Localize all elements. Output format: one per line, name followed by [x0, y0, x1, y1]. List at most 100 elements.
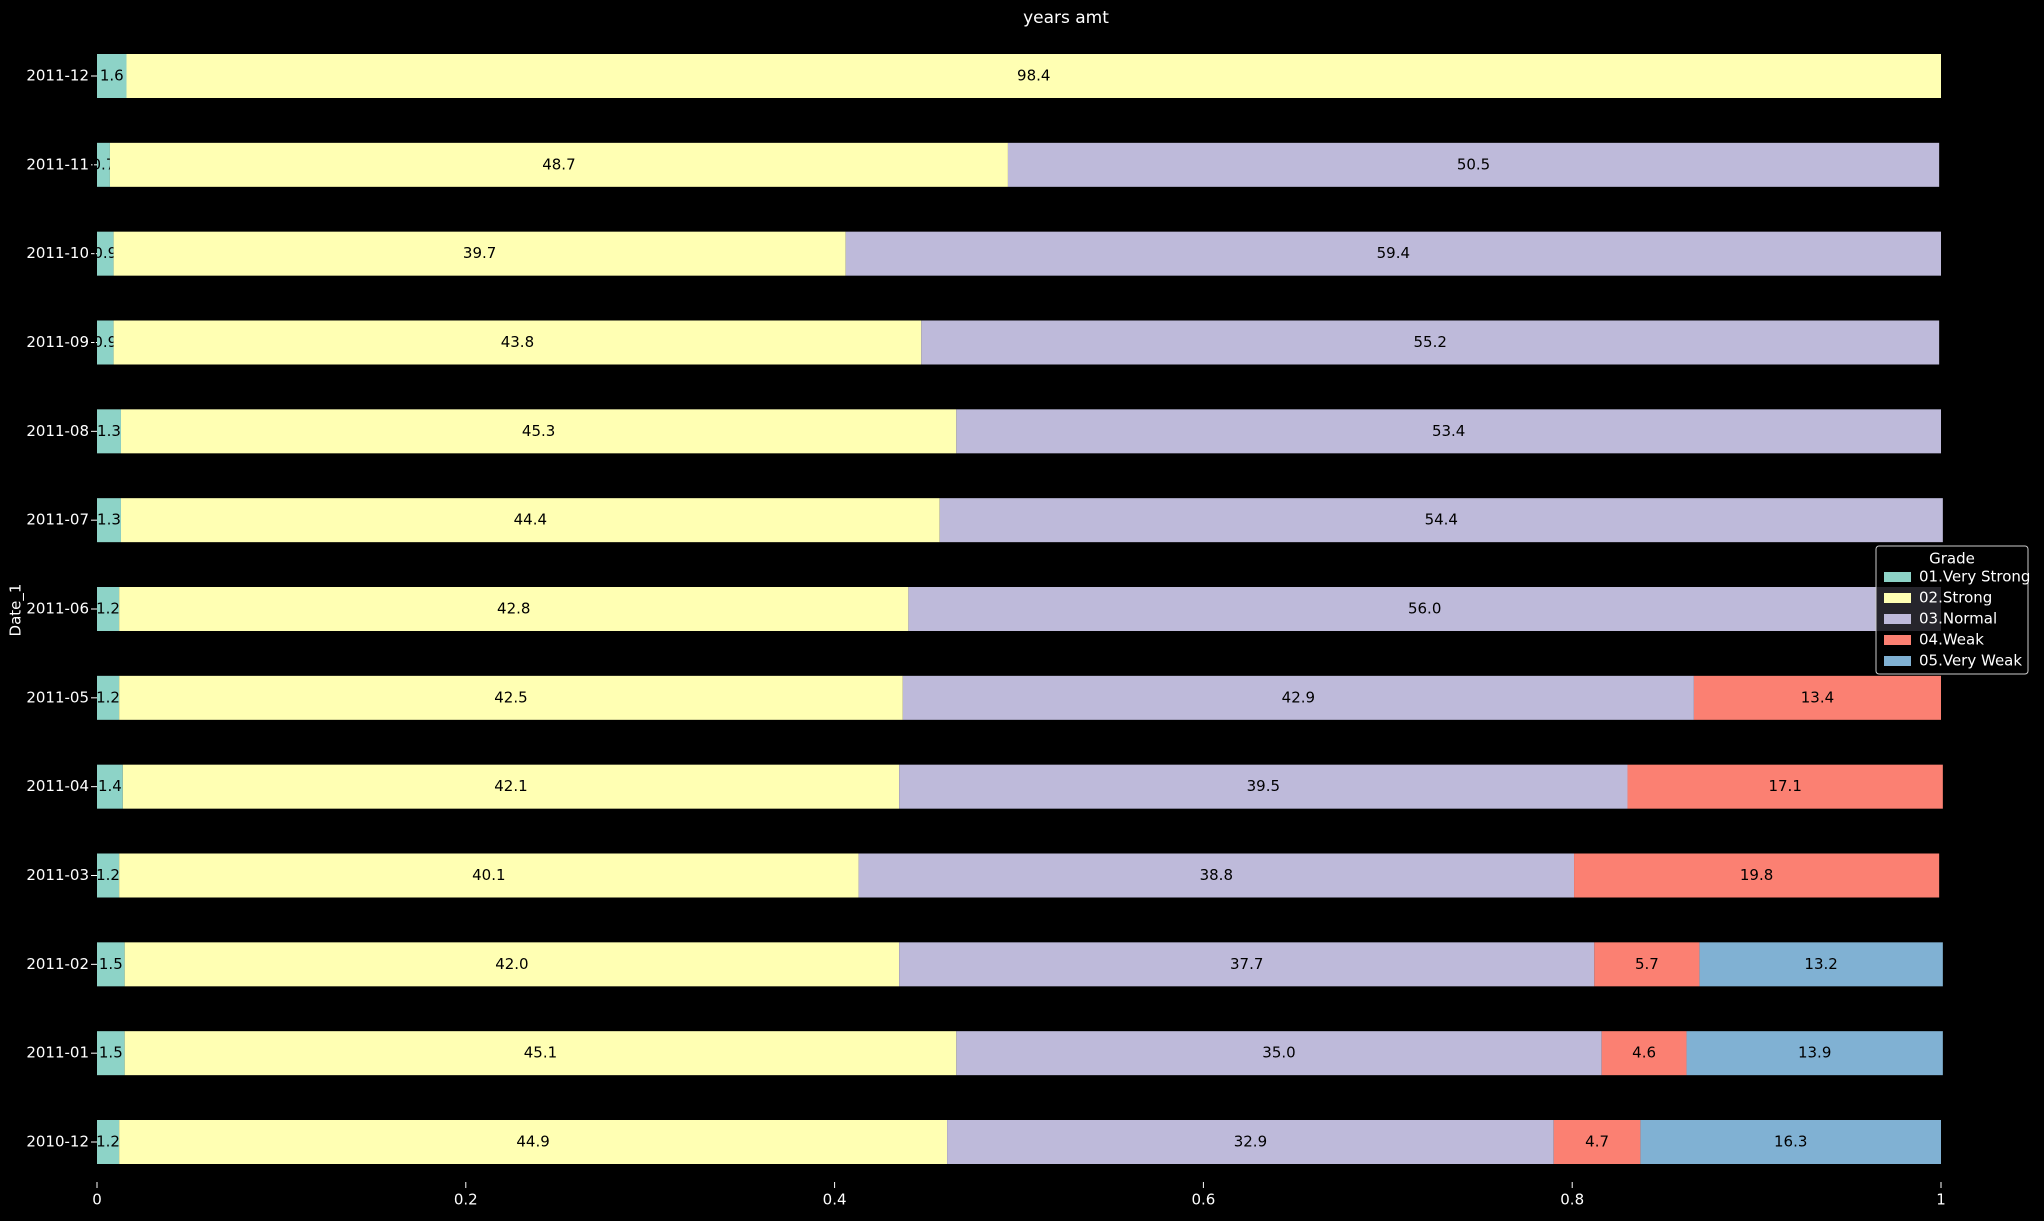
- value-label: 40.1: [472, 866, 505, 884]
- value-label: 19.8: [1740, 866, 1773, 884]
- legend-title: Grade: [1929, 550, 1975, 568]
- value-label: 37.7: [1230, 955, 1263, 973]
- value-label: 98.4: [1017, 67, 1050, 85]
- x-tick-label: 0: [92, 1191, 102, 1209]
- value-label: 1.2: [96, 1133, 120, 1151]
- value-label: 17.1: [1768, 777, 1801, 795]
- bar-segment: [124, 1031, 957, 1076]
- value-label: 50.5: [1457, 155, 1490, 173]
- legend-box: [1875, 545, 2029, 675]
- value-label: 1.2: [96, 866, 120, 884]
- legend-swatch: [1884, 572, 1911, 582]
- bar-segment: [1640, 1120, 1941, 1164]
- bar-segment: [1686, 1031, 1943, 1076]
- value-label: 0.9: [93, 333, 117, 351]
- value-label: 39.7: [463, 244, 496, 262]
- bar-segment: [97, 675, 120, 720]
- bar-segment: [956, 409, 1941, 454]
- x-tick-label: 0.4: [823, 1191, 847, 1209]
- bar-segment: [97, 1031, 125, 1076]
- value-label: 43.8: [501, 333, 534, 351]
- chart-title: years amt: [1023, 8, 1109, 28]
- y-axis-label: Date_1: [7, 584, 26, 637]
- value-label: 1.2: [96, 600, 120, 618]
- value-label: 13.9: [1798, 1044, 1831, 1062]
- bar-segment: [1699, 942, 1943, 987]
- x-tick-label: 0.6: [1191, 1191, 1215, 1209]
- value-label: 4.7: [1585, 1133, 1609, 1151]
- bar-segment: [956, 1031, 1602, 1076]
- value-label: 1.6: [100, 67, 124, 85]
- bar-segment: [1553, 1120, 1641, 1164]
- y-tick-label: 2011-07: [26, 511, 89, 529]
- bar-segment: [921, 320, 1940, 365]
- y-tick-label: 2011-08: [26, 422, 89, 440]
- bar-segment: [97, 764, 123, 809]
- value-label: 39.5: [1247, 777, 1280, 795]
- bar-segment: [109, 142, 1008, 187]
- value-label: 13.2: [1804, 955, 1837, 973]
- value-label: 42.0: [495, 955, 528, 973]
- legend-label: 02.Strong: [1919, 589, 1992, 607]
- bar-segment: [120, 498, 940, 543]
- value-label: 1.3: [97, 511, 121, 529]
- bar-segment: [939, 498, 1943, 543]
- value-label: 56.0: [1408, 600, 1441, 618]
- bar-segment: [947, 1120, 1554, 1164]
- x-tick-label: 1: [1936, 1191, 1946, 1209]
- value-label: 44.4: [514, 511, 547, 529]
- bar-segment: [1627, 764, 1943, 809]
- bar-segment: [119, 853, 859, 898]
- bar-segment: [113, 231, 846, 276]
- legend-swatch: [1884, 593, 1911, 603]
- value-label: 42.5: [494, 688, 527, 706]
- y-tick-label: 2011-04: [26, 777, 89, 795]
- y-tick-label: 2011-03: [26, 866, 89, 884]
- value-label: 35.0: [1262, 1044, 1295, 1062]
- value-label: 1.3: [97, 422, 121, 440]
- x-tick-label: 0.2: [454, 1191, 478, 1209]
- y-tick-label: 2011-10: [26, 244, 89, 262]
- bar-segment: [97, 54, 127, 98]
- legend-label: 04.Weak: [1919, 631, 1984, 649]
- value-label: 44.9: [516, 1133, 549, 1151]
- value-label: 1.4: [98, 777, 122, 795]
- legend-label: 03.Normal: [1919, 610, 1997, 628]
- bar-segment: [1594, 942, 1700, 987]
- bar-segment: [1007, 142, 1940, 187]
- bar-segment: [97, 853, 120, 898]
- bar-segment: [97, 142, 110, 187]
- bar-segment: [122, 764, 900, 809]
- value-label: 13.4: [1801, 688, 1834, 706]
- bar-segment: [124, 942, 900, 987]
- bar-segment: [1574, 853, 1940, 898]
- bar-segment: [126, 54, 1941, 98]
- bar-segment: [902, 675, 1694, 720]
- value-label: 55.2: [1414, 333, 1447, 351]
- value-label: 54.4: [1425, 511, 1458, 529]
- legend-swatch: [1884, 656, 1911, 666]
- value-label: 16.3: [1774, 1133, 1807, 1151]
- bar-segment: [97, 320, 114, 365]
- value-label: 0.7: [92, 155, 116, 173]
- x-tick-label: 0.8: [1560, 1191, 1584, 1209]
- bar-segment: [1693, 675, 1941, 720]
- value-label: 0.9: [93, 244, 117, 262]
- bar-segment: [97, 409, 121, 454]
- y-tick-label: 2011-11: [26, 155, 89, 173]
- value-label: 1.2: [96, 688, 120, 706]
- bar-segment: [120, 409, 957, 454]
- bar-segment: [845, 231, 1941, 276]
- y-tick-label: 2011-12: [26, 67, 89, 85]
- y-tick-label: 2011-01: [26, 1044, 89, 1062]
- value-label: 42.1: [494, 777, 527, 795]
- legend-label: 05.Very Weak: [1919, 652, 2022, 670]
- bar-segment: [899, 764, 1628, 809]
- bar-segment: [908, 587, 1941, 631]
- value-label: 5.7: [1635, 955, 1659, 973]
- value-label: 53.4: [1432, 422, 1465, 440]
- bar-segment: [1601, 1031, 1687, 1076]
- legend-swatch: [1884, 614, 1911, 624]
